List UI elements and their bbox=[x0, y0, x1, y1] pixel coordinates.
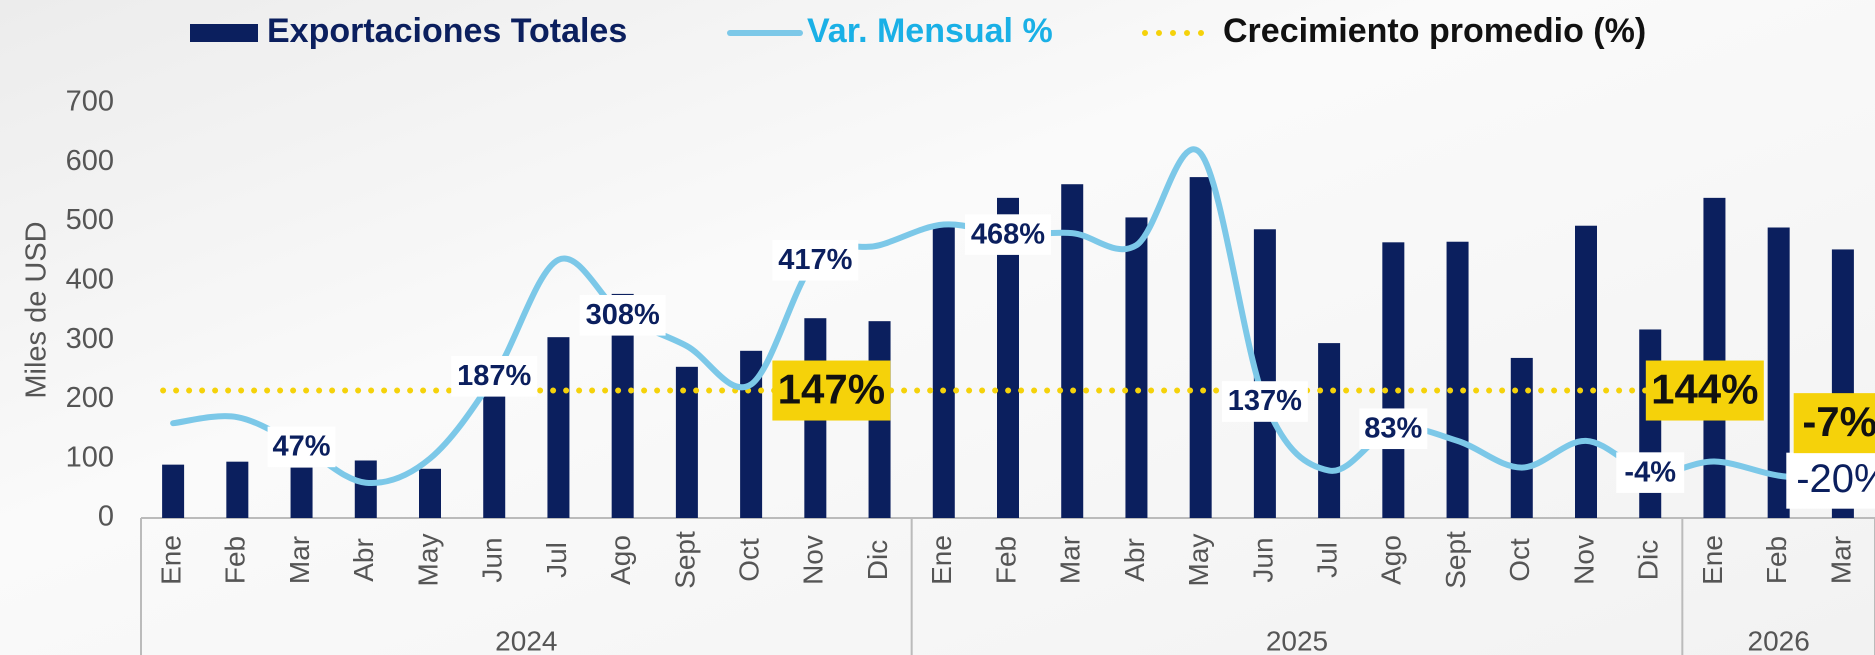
label-box bbox=[267, 426, 336, 468]
group-label: 2026 bbox=[1748, 625, 1810, 655]
x-tick-label: Nov bbox=[1568, 535, 1599, 585]
group-label: 2025 bbox=[1266, 625, 1328, 655]
callout-box bbox=[1793, 393, 1875, 454]
data-label: -20% bbox=[1796, 457, 1875, 501]
x-tick-label: Sept bbox=[669, 531, 700, 589]
bar bbox=[483, 396, 506, 518]
y-axis-title: Miles de USD bbox=[21, 221, 53, 398]
bar bbox=[547, 337, 570, 518]
bar bbox=[1189, 177, 1212, 518]
x-tick-label: Oct bbox=[734, 538, 765, 582]
x-tick-label: May bbox=[412, 534, 443, 587]
bar bbox=[354, 460, 377, 518]
legend-label: Crecimiento promedio (%) bbox=[1223, 12, 1646, 50]
bar bbox=[1446, 241, 1469, 518]
callout-box bbox=[1645, 360, 1764, 421]
y-tick-label: 500 bbox=[66, 204, 114, 236]
bar bbox=[1253, 229, 1276, 518]
x-tick-label: Mar bbox=[1825, 536, 1856, 584]
legend-swatch bbox=[190, 24, 258, 42]
x-tick-label: Dic bbox=[1633, 540, 1664, 580]
bar bbox=[1703, 197, 1726, 518]
bar bbox=[1318, 343, 1341, 518]
data-label: 187% bbox=[457, 360, 531, 392]
label-box bbox=[1359, 408, 1428, 450]
x-tick-label: Jul bbox=[541, 542, 572, 578]
y-tick-label: 600 bbox=[66, 145, 114, 177]
data-label: 47% bbox=[273, 431, 331, 463]
y-tick-label: 0 bbox=[98, 501, 114, 533]
bar bbox=[419, 468, 441, 518]
bar bbox=[932, 224, 955, 519]
label-box bbox=[579, 294, 666, 336]
x-tick-label: Feb bbox=[1761, 536, 1792, 584]
x-tick-label: Sept bbox=[1440, 531, 1471, 589]
x-tick-label: Mar bbox=[1055, 536, 1086, 584]
bar bbox=[1575, 225, 1597, 518]
x-tick-label: Ago bbox=[605, 535, 636, 585]
data-label: -4% bbox=[1624, 456, 1676, 488]
bar bbox=[1510, 357, 1533, 518]
label-box bbox=[1221, 381, 1308, 422]
x-tick-label: Ene bbox=[156, 535, 187, 585]
x-tick-label: Feb bbox=[990, 536, 1021, 584]
data-label: 308% bbox=[586, 299, 660, 331]
label-box bbox=[451, 356, 538, 397]
x-tick-label: Nov bbox=[798, 535, 829, 585]
bar bbox=[290, 467, 313, 518]
x-tick-label: Jun bbox=[1247, 537, 1278, 582]
legend-label: Exportaciones Totales bbox=[267, 12, 627, 50]
bar bbox=[611, 293, 634, 518]
y-tick-label: 200 bbox=[66, 382, 114, 414]
y-tick-label: 100 bbox=[66, 441, 114, 473]
data-label: 468% bbox=[971, 218, 1045, 250]
x-tick-label: Jun bbox=[477, 537, 508, 582]
group-label: 2024 bbox=[495, 625, 557, 655]
label-box bbox=[965, 214, 1051, 255]
x-tick-label: May bbox=[1183, 534, 1214, 587]
bar bbox=[226, 461, 249, 518]
bar bbox=[1061, 184, 1084, 518]
data-label: 137% bbox=[1228, 385, 1302, 417]
x-tick-label: Ene bbox=[926, 535, 957, 585]
x-tick-label: Jul bbox=[1312, 542, 1343, 578]
y-tick-label: 300 bbox=[66, 323, 114, 355]
x-tick-label: Ene bbox=[1697, 535, 1728, 585]
legend-label: Var. Mensual % bbox=[807, 12, 1053, 50]
bar bbox=[997, 197, 1019, 518]
callout-label: 147% bbox=[778, 366, 885, 413]
bar bbox=[1125, 217, 1148, 518]
y-tick-label: 700 bbox=[66, 86, 114, 118]
bar bbox=[1767, 227, 1790, 518]
label-box bbox=[1616, 452, 1685, 493]
label-box bbox=[1786, 452, 1875, 509]
x-tick-label: Abr bbox=[1119, 538, 1150, 582]
bar bbox=[1382, 242, 1405, 519]
bar bbox=[740, 350, 763, 518]
data-label: 83% bbox=[1364, 412, 1422, 444]
data-label: 417% bbox=[778, 244, 852, 276]
x-tick-label: Feb bbox=[220, 536, 251, 584]
callout-label: -7% bbox=[1802, 398, 1875, 445]
bar bbox=[162, 464, 185, 518]
x-tick-label: Dic bbox=[862, 540, 893, 580]
bar bbox=[675, 366, 698, 518]
x-tick-label: Oct bbox=[1504, 538, 1535, 582]
y-tick-label: 400 bbox=[66, 264, 114, 296]
callout-box bbox=[772, 360, 891, 421]
label-box bbox=[772, 240, 859, 281]
x-tick-label: Mar bbox=[284, 536, 315, 584]
x-tick-label: Abr bbox=[348, 538, 379, 582]
callout-label: 144% bbox=[1651, 366, 1758, 413]
x-tick-label: Ago bbox=[1376, 535, 1407, 585]
